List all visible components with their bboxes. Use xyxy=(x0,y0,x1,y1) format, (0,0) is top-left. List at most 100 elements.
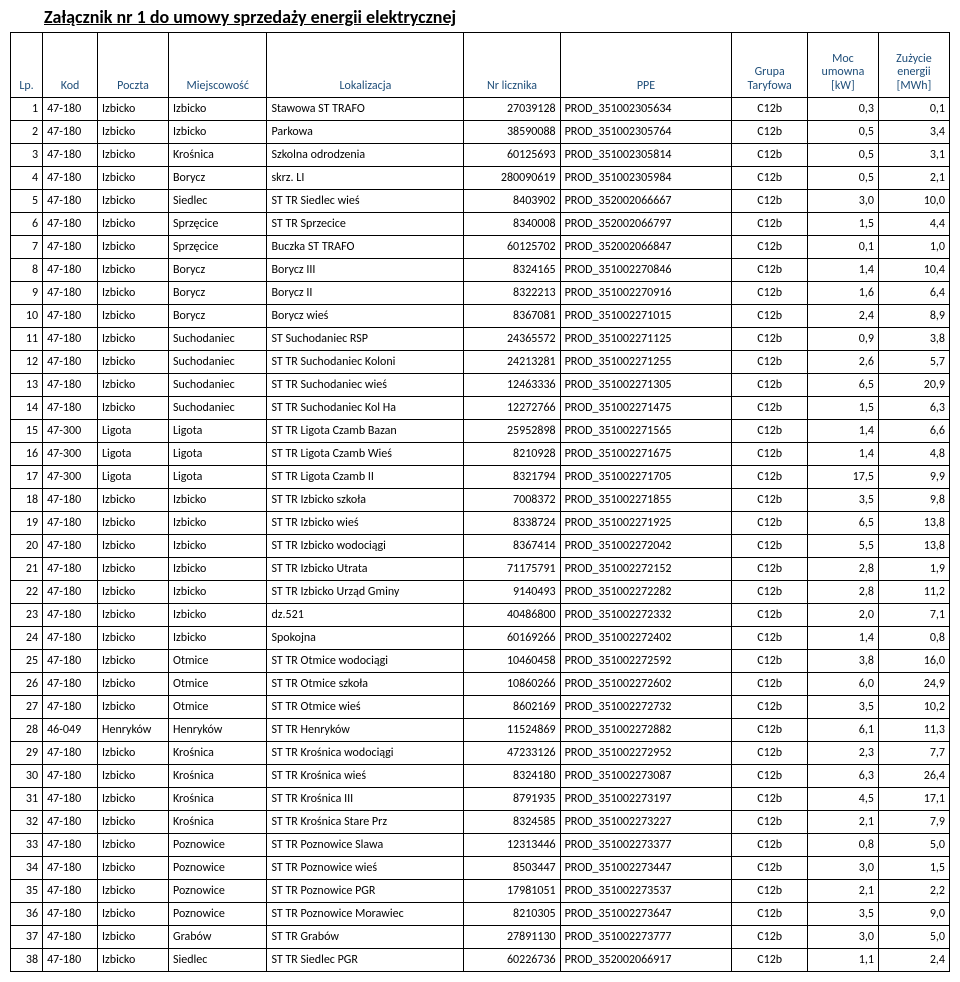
cell-kod: 47-180 xyxy=(43,213,98,236)
cell-lokalizacja: ST TR Ligota Czamb Wieś xyxy=(267,443,464,466)
cell-grupa: C12b xyxy=(732,742,808,765)
table-row: 2747-180IzbickoOtmiceST TR Otmice wieś86… xyxy=(11,696,950,719)
table-row: 3647-180IzbickoPoznowiceST TR Poznowice … xyxy=(11,903,950,926)
cell-nr: 8403902 xyxy=(464,190,560,213)
cell-zuzycie: 13,8 xyxy=(878,512,949,535)
cell-miejscowosc: Suchodaniec xyxy=(169,328,267,351)
table-body: 147-180IzbickoIzbickoStawowa ST TRAFO270… xyxy=(11,98,950,972)
cell-nr: 8791935 xyxy=(464,788,560,811)
cell-miejscowosc: Izbicko xyxy=(169,627,267,650)
cell-miejscowosc: Izbicko xyxy=(169,581,267,604)
cell-poczta: Izbicko xyxy=(98,98,169,121)
col-kod: Kod xyxy=(43,33,98,98)
cell-lokalizacja: Spokojna xyxy=(267,627,464,650)
cell-lp: 17 xyxy=(11,466,43,489)
cell-kod: 47-180 xyxy=(43,397,98,420)
cell-lp: 37 xyxy=(11,926,43,949)
cell-nr: 47233126 xyxy=(464,742,560,765)
cell-miejscowosc: Ligota xyxy=(169,443,267,466)
cell-ppe: PROD_351002273087 xyxy=(560,765,732,788)
cell-lp: 32 xyxy=(11,811,43,834)
cell-moc: 6,0 xyxy=(807,673,878,696)
cell-ppe: PROD_351002271855 xyxy=(560,489,732,512)
cell-kod: 47-180 xyxy=(43,949,98,972)
cell-ppe: PROD_351002272732 xyxy=(560,696,732,719)
cell-lp: 34 xyxy=(11,857,43,880)
cell-zuzycie: 10,4 xyxy=(878,259,949,282)
cell-kod: 47-180 xyxy=(43,857,98,880)
cell-poczta: Izbicko xyxy=(98,604,169,627)
cell-nr: 8324180 xyxy=(464,765,560,788)
cell-moc: 6,1 xyxy=(807,719,878,742)
cell-miejscowosc: Krośnica xyxy=(169,144,267,167)
cell-moc: 3,5 xyxy=(807,903,878,926)
cell-poczta: Izbicko xyxy=(98,788,169,811)
cell-kod: 47-180 xyxy=(43,98,98,121)
cell-ppe: PROD_351002305814 xyxy=(560,144,732,167)
table-row: 847-180IzbickoBoryczBorycz III8324165PRO… xyxy=(11,259,950,282)
cell-lp: 14 xyxy=(11,397,43,420)
cell-lp: 15 xyxy=(11,420,43,443)
cell-ppe: PROD_351002272152 xyxy=(560,558,732,581)
col-lokalizacja: Lokalizacja xyxy=(267,33,464,98)
cell-zuzycie: 11,3 xyxy=(878,719,949,742)
cell-ppe: PROD_351002273777 xyxy=(560,926,732,949)
cell-lokalizacja: ST TR Krośnica wieś xyxy=(267,765,464,788)
cell-ppe: PROD_351002271255 xyxy=(560,351,732,374)
cell-moc: 0,5 xyxy=(807,144,878,167)
cell-kod: 47-180 xyxy=(43,305,98,328)
cell-grupa: C12b xyxy=(732,259,808,282)
cell-ppe: PROD_351002272952 xyxy=(560,742,732,765)
cell-moc: 3,5 xyxy=(807,489,878,512)
cell-lp: 10 xyxy=(11,305,43,328)
cell-grupa: C12b xyxy=(732,144,808,167)
cell-nr: 12463336 xyxy=(464,374,560,397)
cell-zuzycie: 10,0 xyxy=(878,190,949,213)
cell-nr: 71175791 xyxy=(464,558,560,581)
table-row: 2247-180IzbickoIzbickoST TR Izbicko Urzą… xyxy=(11,581,950,604)
cell-poczta: Ligota xyxy=(98,466,169,489)
cell-poczta: Izbicko xyxy=(98,926,169,949)
cell-lokalizacja: ST TR Suchodaniec Kol Ha xyxy=(267,397,464,420)
cell-ppe: PROD_351002272042 xyxy=(560,535,732,558)
col-ppe: PPE xyxy=(560,33,732,98)
table-row: 3247-180IzbickoKrośnicaST TR Krośnica St… xyxy=(11,811,950,834)
cell-miejscowosc: Suchodaniec xyxy=(169,374,267,397)
table-row: 1447-180IzbickoSuchodaniecST TR Suchodan… xyxy=(11,397,950,420)
table-row: 3047-180IzbickoKrośnicaST TR Krośnica wi… xyxy=(11,765,950,788)
cell-poczta: Izbicko xyxy=(98,857,169,880)
table-row: 3547-180IzbickoPoznowiceST TR Poznowice … xyxy=(11,880,950,903)
cell-moc: 17,5 xyxy=(807,466,878,489)
cell-zuzycie: 5,7 xyxy=(878,351,949,374)
cell-poczta: Izbicko xyxy=(98,903,169,926)
cell-kod: 47-180 xyxy=(43,282,98,305)
cell-zuzycie: 3,4 xyxy=(878,121,949,144)
cell-miejscowosc: Izbicko xyxy=(169,604,267,627)
cell-miejscowosc: Izbicko xyxy=(169,535,267,558)
table-row: 1947-180IzbickoIzbickoST TR Izbicko wieś… xyxy=(11,512,950,535)
cell-lp: 27 xyxy=(11,696,43,719)
cell-nr: 60169266 xyxy=(464,627,560,650)
cell-ppe: PROD_351002272592 xyxy=(560,650,732,673)
cell-lp: 5 xyxy=(11,190,43,213)
cell-nr: 12313446 xyxy=(464,834,560,857)
cell-zuzycie: 24,9 xyxy=(878,673,949,696)
cell-grupa: C12b xyxy=(732,213,808,236)
cell-zuzycie: 2,2 xyxy=(878,880,949,903)
cell-grupa: C12b xyxy=(732,857,808,880)
cell-poczta: Izbicko xyxy=(98,627,169,650)
cell-lokalizacja: ST TR Sprzecice xyxy=(267,213,464,236)
cell-lokalizacja: ST TR Siedlec wieś xyxy=(267,190,464,213)
cell-grupa: C12b xyxy=(732,650,808,673)
cell-nr: 60226736 xyxy=(464,949,560,972)
cell-nr: 12272766 xyxy=(464,397,560,420)
cell-kod: 47-180 xyxy=(43,673,98,696)
cell-kod: 47-180 xyxy=(43,489,98,512)
cell-moc: 3,0 xyxy=(807,857,878,880)
cell-lp: 6 xyxy=(11,213,43,236)
table-row: 1047-180IzbickoBoryczBorycz wieś8367081P… xyxy=(11,305,950,328)
cell-zuzycie: 1,0 xyxy=(878,236,949,259)
cell-grupa: C12b xyxy=(732,305,808,328)
cell-kod: 47-180 xyxy=(43,581,98,604)
table-row: 1147-180IzbickoSuchodaniecST Suchodaniec… xyxy=(11,328,950,351)
